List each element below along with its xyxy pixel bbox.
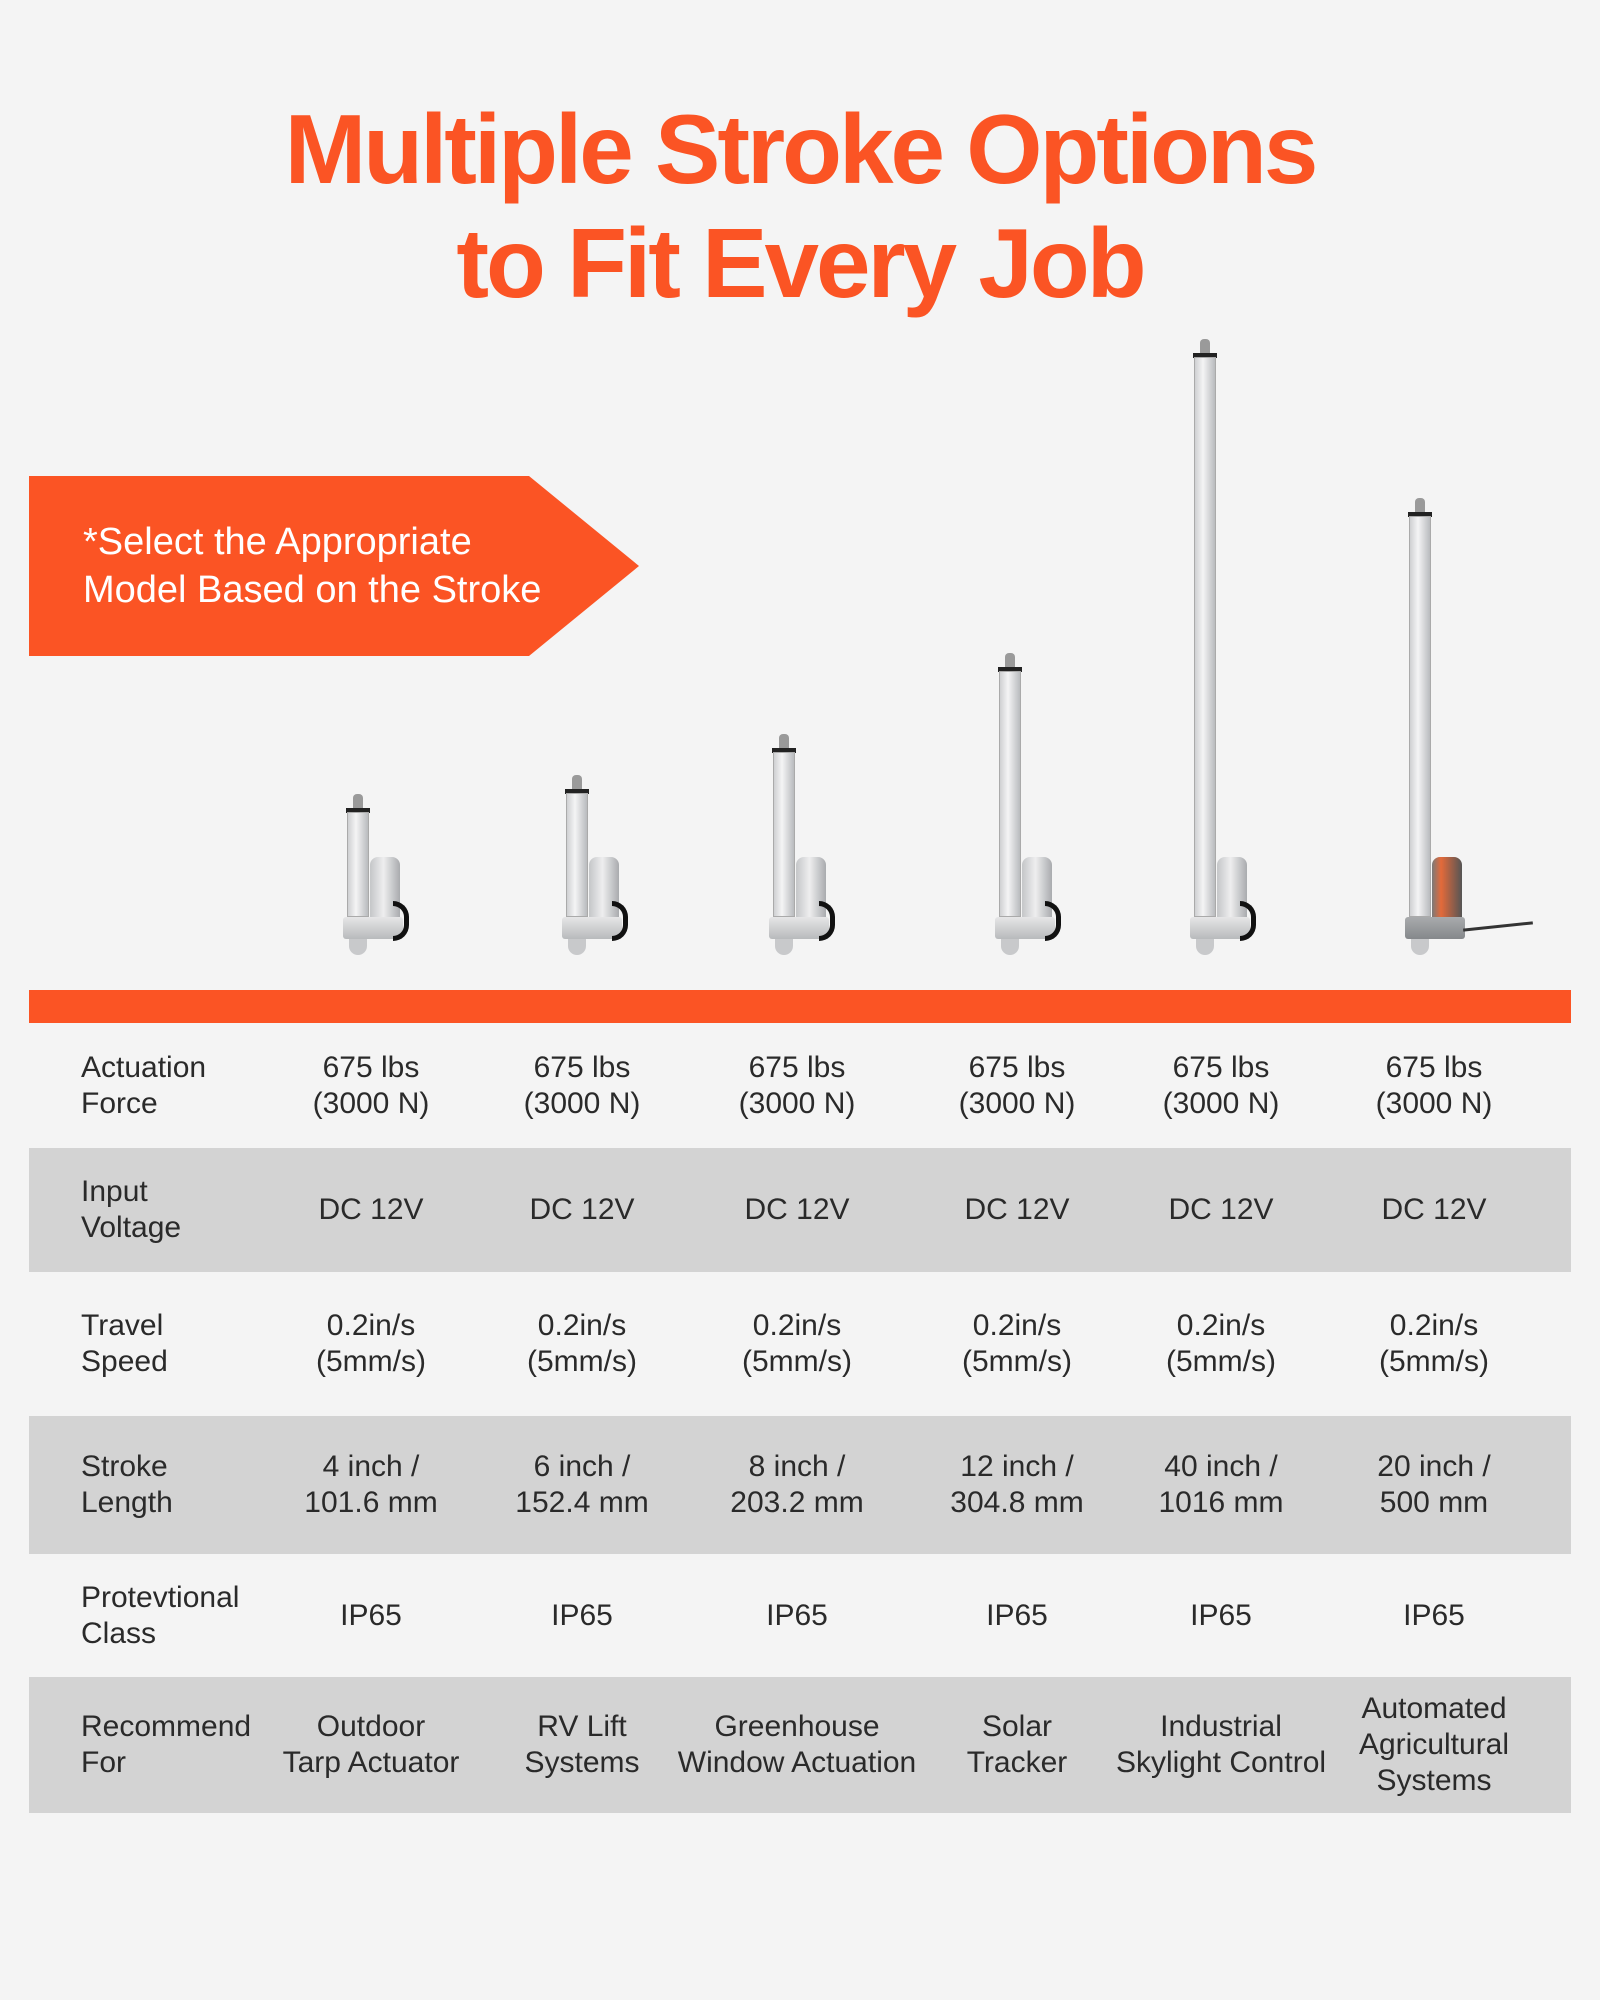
table-cell: DC 12V bbox=[1381, 1193, 1487, 1226]
table-cell: 20 inch / 500 mm bbox=[1377, 1450, 1491, 1519]
table-cell: Automated Agricultural Systems bbox=[1358, 1692, 1510, 1797]
table-cell: Greenhouse Window Actuation bbox=[677, 1710, 917, 1779]
table-cell: 0.2in/s (5mm/s) bbox=[1379, 1309, 1489, 1378]
table-cell: 675 lbs (3000 N) bbox=[958, 1050, 1076, 1120]
table-header-bar bbox=[29, 990, 1571, 1023]
table-cell: Industrial Skylight Control bbox=[1115, 1710, 1327, 1779]
table-row: Input Voltage DC 12V DC 12V DC 12V DC 12V DC … bbox=[29, 1148, 1571, 1272]
table-cell: IP65 bbox=[1190, 1598, 1252, 1632]
table-cell: IP65 bbox=[340, 1598, 402, 1632]
stroke-selection-banner: *Select the Appropriate Model Based on t… bbox=[29, 476, 639, 656]
table-cell: 12 inch / 304.8 mm bbox=[950, 1450, 1084, 1519]
table-cell: DC 12V bbox=[318, 1193, 424, 1226]
table-row: Actuation Force 675 lbs (3000 N) 675 lbs (… bbox=[29, 1023, 1571, 1148]
table-cell: 40 inch / 1016 mm bbox=[1158, 1450, 1284, 1519]
row-label: Travel Speed bbox=[81, 1309, 168, 1378]
table-cell: 0.2in/s (5mm/s) bbox=[1166, 1309, 1276, 1378]
table-cell: Solar Tracker bbox=[966, 1710, 1068, 1779]
table-cell: 6 inch / 152.4 mm bbox=[515, 1450, 649, 1519]
row-label: Protevtional Class bbox=[81, 1580, 240, 1650]
table-cell: 0.2in/s (5mm/s) bbox=[742, 1309, 852, 1378]
table-cell: 675 lbs (3000 N) bbox=[523, 1050, 641, 1120]
row-label: Actuation Force bbox=[81, 1050, 207, 1120]
banner-text: *Select the Appropriate Model Based on t… bbox=[83, 521, 542, 611]
title-line-1: Multiple Stroke Options bbox=[284, 94, 1319, 204]
table-cell: 0.2in/s (5mm/s) bbox=[316, 1309, 426, 1378]
table-cell: IP65 bbox=[1403, 1598, 1465, 1632]
table-row: Recommend For Outdoor Tarp Actuator RV Lif… bbox=[29, 1677, 1571, 1813]
table-cell: RV Lift Systems bbox=[524, 1710, 640, 1779]
table-cell: 4 inch / 101.6 mm bbox=[304, 1450, 438, 1519]
table-cell: IP65 bbox=[551, 1598, 613, 1632]
table-cell: DC 12V bbox=[1168, 1193, 1274, 1226]
table-cell: 675 lbs (3000 N) bbox=[1162, 1050, 1280, 1120]
table-row: Travel Speed 0.2in/s (5mm/s) 0.2in/s (5mm/… bbox=[29, 1272, 1571, 1416]
table-cell: 0.2in/s (5mm/s) bbox=[527, 1309, 637, 1378]
title-line-2: to Fit Every Job bbox=[456, 208, 1146, 318]
table-cell: IP65 bbox=[986, 1598, 1048, 1632]
table-cell: 675 lbs (3000 N) bbox=[738, 1050, 856, 1120]
table-row: Stroke Length 4 inch / 101.6 mm 6 inch / 1… bbox=[29, 1416, 1571, 1554]
table-row: Protevtional Class IP65 IP65 IP65 IP65 IP65 IP… bbox=[29, 1554, 1571, 1677]
table-cell: 8 inch / 203.2 mm bbox=[730, 1450, 864, 1519]
table-cell: DC 12V bbox=[529, 1193, 635, 1226]
table-cell: 0.2in/s (5mm/s) bbox=[962, 1309, 1072, 1378]
table-cell: Outdoor Tarp Actuator bbox=[282, 1710, 460, 1779]
row-label: Input Voltage bbox=[81, 1175, 182, 1244]
row-label: Recommend For bbox=[81, 1710, 252, 1779]
table-cell: DC 12V bbox=[964, 1193, 1070, 1226]
table-cell: 675 lbs (3000 N) bbox=[1375, 1050, 1493, 1120]
row-label: Stroke Length bbox=[81, 1450, 173, 1519]
page-title: Multiple Stroke Options to Fit Every Job bbox=[0, 92, 1600, 320]
table-cell: 675 lbs (3000 N) bbox=[312, 1050, 430, 1120]
table-cell: IP65 bbox=[766, 1598, 828, 1632]
table-cell: DC 12V bbox=[744, 1193, 850, 1226]
